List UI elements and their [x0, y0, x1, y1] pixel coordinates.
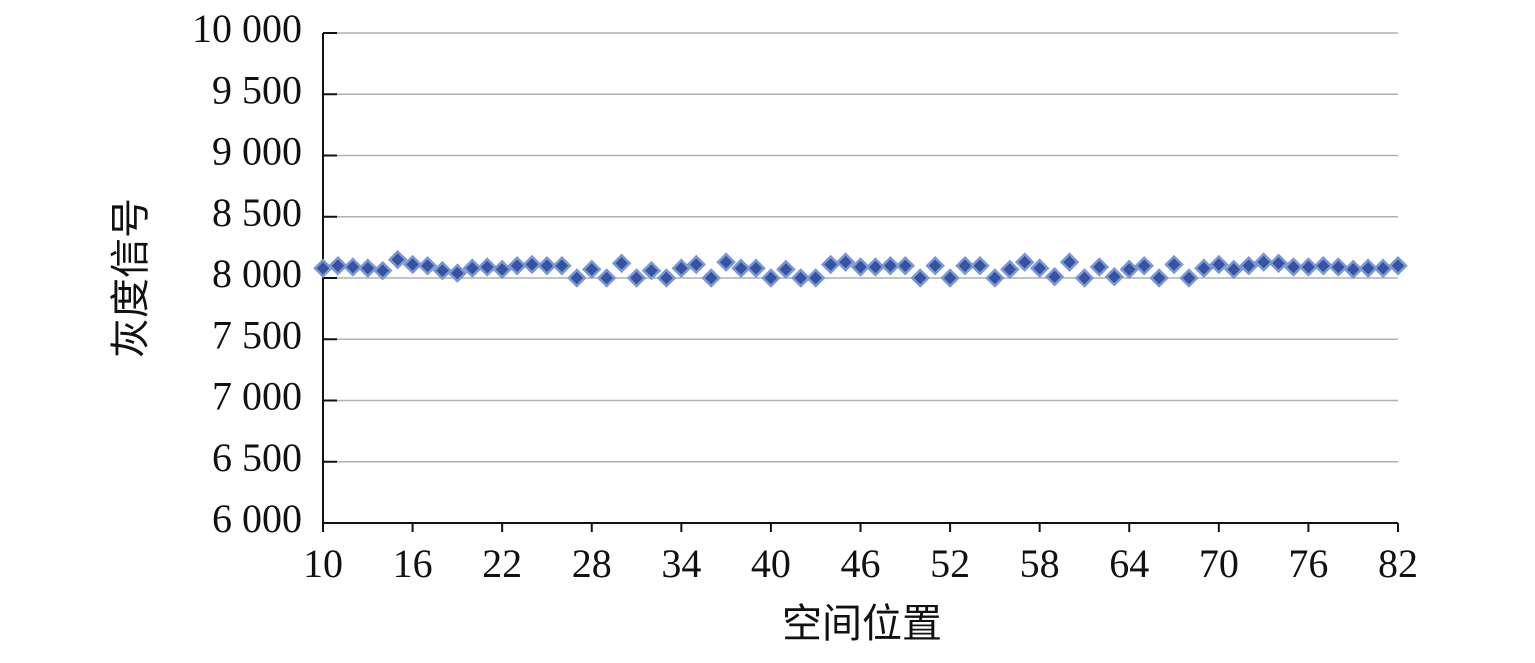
x-tick-label: 46 — [841, 541, 881, 586]
x-tick-label: 82 — [1378, 541, 1418, 586]
x-tick-label: 10 — [303, 541, 343, 586]
point — [746, 258, 766, 278]
point — [716, 252, 736, 272]
point — [328, 255, 348, 276]
point — [955, 255, 975, 276]
point — [880, 255, 901, 276]
point — [626, 268, 647, 288]
point — [1358, 258, 1378, 278]
point — [850, 257, 871, 277]
point — [581, 259, 602, 280]
point — [835, 252, 856, 272]
y-tick-label: 8 500 — [212, 190, 302, 235]
point — [1000, 259, 1020, 280]
x-tick-label: 16 — [393, 541, 433, 586]
point — [537, 255, 557, 276]
x-tick-label: 22 — [482, 541, 522, 586]
point — [611, 253, 632, 274]
point — [1313, 255, 1334, 276]
x-axis-label: 空间位置 — [782, 601, 942, 646]
x-tick-label: 70 — [1199, 541, 1239, 586]
point — [402, 254, 423, 275]
point — [1298, 257, 1319, 277]
y-tick-label: 6 500 — [212, 435, 302, 480]
point — [1029, 258, 1050, 278]
y-tick-label: 8 000 — [212, 251, 302, 296]
y-tick-label: 7 500 — [212, 312, 302, 357]
point — [1223, 259, 1244, 280]
point — [1209, 254, 1229, 275]
point — [776, 259, 796, 280]
point — [641, 260, 662, 281]
point — [596, 268, 617, 288]
x-tick-label: 76 — [1288, 541, 1328, 586]
point — [1179, 268, 1199, 288]
point — [1044, 267, 1065, 287]
point — [1119, 259, 1140, 280]
y-tick-label: 9 000 — [212, 129, 302, 174]
point — [1238, 255, 1259, 276]
point — [805, 268, 826, 288]
point — [1074, 268, 1095, 288]
point — [1059, 252, 1080, 272]
point — [925, 255, 945, 276]
point — [940, 268, 960, 288]
point — [522, 254, 542, 275]
point — [343, 257, 363, 277]
y-tick-label: 6 000 — [212, 496, 302, 541]
y-tick-label: 10 000 — [192, 6, 302, 51]
point — [462, 258, 483, 278]
point — [432, 260, 453, 281]
point — [1328, 257, 1349, 277]
point — [970, 255, 990, 276]
point — [1134, 255, 1154, 276]
point — [671, 258, 692, 278]
y-tick-label: 9 500 — [212, 67, 302, 112]
point — [820, 254, 841, 275]
point — [507, 255, 527, 276]
point — [985, 268, 1005, 288]
point — [1194, 258, 1214, 278]
point — [1388, 255, 1408, 276]
point — [656, 268, 677, 288]
point — [701, 268, 721, 288]
point — [1089, 257, 1110, 277]
point — [492, 259, 512, 280]
point — [895, 255, 916, 276]
point — [1149, 268, 1169, 288]
point — [447, 263, 468, 283]
point — [1283, 257, 1304, 277]
point — [552, 255, 572, 276]
point — [731, 258, 751, 278]
x-tick-label: 40 — [751, 541, 791, 586]
y-axis-label: 灰度信号 — [108, 198, 153, 358]
x-tick-label: 52 — [930, 541, 970, 586]
point — [372, 260, 393, 281]
x-tick-label: 34 — [661, 541, 701, 586]
point — [1373, 258, 1393, 278]
point — [791, 268, 811, 288]
point — [477, 257, 498, 277]
point — [1164, 254, 1184, 275]
point — [865, 257, 886, 277]
y-tick-label: 7 000 — [212, 374, 302, 419]
point — [1104, 267, 1125, 287]
point — [1253, 252, 1274, 272]
x-tick-label: 64 — [1109, 541, 1149, 586]
point — [686, 254, 707, 275]
point — [313, 258, 333, 278]
x-tick-label: 28 — [572, 541, 612, 586]
point — [387, 249, 408, 270]
point — [567, 268, 587, 288]
x-tick-label: 58 — [1020, 541, 1060, 586]
point — [1343, 259, 1363, 280]
point — [358, 258, 378, 278]
point — [761, 268, 781, 288]
point — [1268, 253, 1289, 274]
point — [910, 268, 930, 288]
point — [1014, 252, 1035, 272]
point — [417, 255, 438, 276]
